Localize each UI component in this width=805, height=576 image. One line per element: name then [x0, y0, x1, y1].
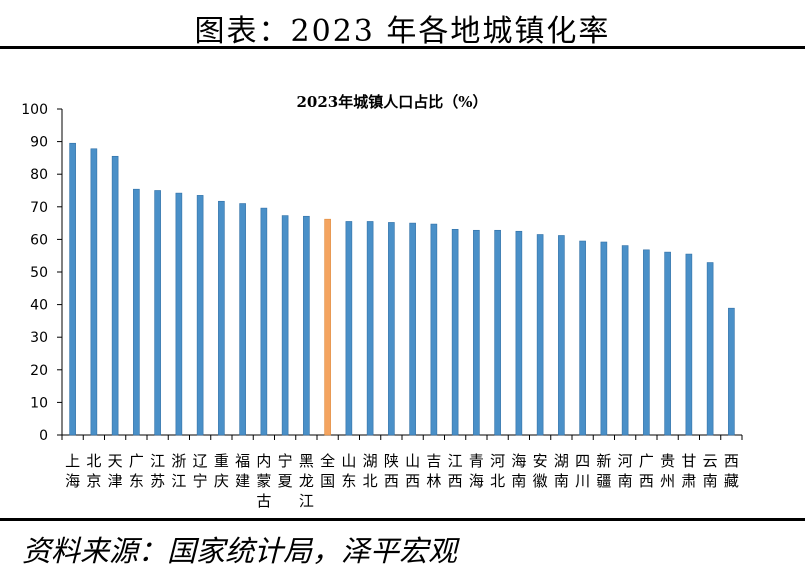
bar	[133, 188, 140, 436]
x-tick-label: 全国	[320, 452, 335, 490]
y-tick-label: 60	[30, 232, 48, 248]
x-tick-label: 安徽	[533, 452, 548, 490]
bar	[175, 192, 183, 436]
x-tick-label: 陕西	[384, 452, 399, 490]
bar	[366, 221, 374, 436]
y-tick-label: 30	[30, 330, 48, 346]
bar	[494, 229, 501, 436]
chart-title: 2023年城镇人口占比（%）	[296, 93, 487, 111]
bar	[90, 148, 98, 436]
bar	[430, 223, 438, 436]
x-tick-label: 浙江	[171, 452, 186, 490]
bar	[579, 240, 586, 436]
x-tick-label: 湖南	[554, 452, 569, 490]
x-tick-label: 广西	[639, 452, 654, 490]
bar	[621, 245, 629, 436]
x-tick-label: 福建	[235, 452, 250, 490]
bar-chart: 2023年城镇人口占比（%） 0 10 20 30 40 50 60 70 80 90 100 上海…	[21, 93, 743, 510]
x-tick-label: 广东	[129, 452, 144, 490]
x-tick-label: 上海	[65, 452, 80, 490]
y-tick-label: 40	[30, 298, 48, 314]
bar	[260, 207, 268, 436]
bar	[388, 222, 395, 436]
x-tick-label: 吉林	[426, 452, 441, 490]
x-tick-label: 宁夏	[278, 452, 293, 490]
bar	[451, 228, 459, 436]
x-tick-label: 重庆	[214, 452, 229, 490]
y-tick-label: 90	[30, 135, 48, 151]
x-tick-label: 江西	[448, 452, 463, 490]
bar	[345, 221, 353, 436]
bar	[303, 215, 310, 436]
x-tick-label: 四川	[575, 452, 590, 490]
bar	[218, 200, 225, 436]
y-tick-label: 0	[39, 428, 48, 444]
source-note: 资料来源：国家统计局，泽平宏观	[22, 534, 458, 568]
y-tick-label: 100	[21, 102, 48, 118]
x-tick-label: 黑龙江	[299, 452, 314, 510]
y-tick-label: 70	[30, 200, 48, 216]
x-tick-label: 河北	[490, 452, 505, 490]
x-tick-label: 青海	[469, 452, 484, 490]
category-labels: 上海北京天津广东江苏浙江辽宁重庆福建内蒙古宁夏黑龙江全国山东湖北陕西山西吉林江西…	[65, 452, 739, 510]
bars	[69, 142, 735, 436]
bar	[685, 253, 693, 436]
bar	[196, 195, 204, 436]
bottom-rule	[0, 518, 805, 521]
bar	[600, 241, 608, 436]
x-tick-label: 内蒙古	[256, 452, 271, 510]
bar	[515, 230, 523, 436]
bar	[69, 142, 76, 436]
y-tick-label: 50	[30, 265, 48, 281]
x-tick-label: 辽宁	[193, 452, 208, 490]
bar	[111, 155, 119, 436]
bar	[728, 307, 735, 436]
x-tick-label: 山西	[405, 452, 420, 490]
y-tick-label: 10	[30, 395, 48, 411]
x-tick-label: 天津	[108, 452, 123, 490]
bar	[154, 190, 161, 436]
x-tick-label: 河南	[618, 452, 633, 490]
bar	[706, 262, 714, 436]
x-tick-label: 山东	[341, 452, 356, 490]
bar	[643, 249, 650, 436]
x-tick-label: 西藏	[724, 452, 739, 490]
x-tick-label: 甘肃	[681, 452, 696, 490]
bar	[409, 222, 416, 436]
y-tick-label: 80	[30, 167, 48, 183]
x-tick-label: 北京	[86, 452, 101, 490]
x-tick-label: 新疆	[596, 452, 611, 490]
figure-title: 图表：2023 年各地城镇化率	[194, 14, 611, 49]
bar	[324, 218, 331, 436]
axes: 0 10 20 30 40 50 60 70 80 90 100	[21, 102, 743, 444]
x-tick-label: 江苏	[150, 452, 165, 490]
bar	[281, 215, 289, 436]
x-tick-label: 海南	[511, 452, 526, 490]
x-tick-label: 湖北	[363, 452, 378, 490]
y-tick-label: 20	[30, 363, 48, 379]
x-tick-label: 贵州	[660, 452, 675, 490]
x-tick-label: 云南	[703, 452, 718, 490]
bar	[664, 251, 671, 436]
bar	[239, 203, 246, 436]
bar	[558, 235, 565, 436]
bar	[473, 229, 480, 436]
top-rule	[0, 46, 805, 49]
bar	[536, 234, 544, 436]
